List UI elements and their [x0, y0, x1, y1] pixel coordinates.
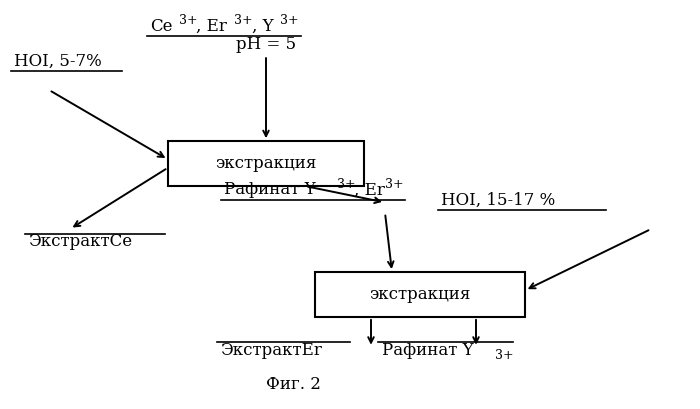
Text: pH = 5: pH = 5: [236, 36, 296, 53]
Text: 3+: 3+: [178, 14, 197, 27]
Text: экстракция: экстракция: [216, 155, 316, 172]
Text: , Y: , Y: [252, 18, 274, 35]
Text: 3+: 3+: [385, 178, 404, 191]
Text: , Er: , Er: [196, 18, 227, 35]
Text: Рафинат Y: Рафинат Y: [224, 181, 316, 198]
Text: 3+: 3+: [495, 349, 514, 362]
Text: , Er: , Er: [354, 181, 384, 198]
Text: 3+: 3+: [234, 14, 253, 27]
Text: HOI, 5-7%: HOI, 5-7%: [14, 52, 101, 70]
Bar: [315, 272, 525, 317]
Text: ЭкстрактCe: ЭкстрактCe: [28, 233, 132, 250]
Text: Ce: Ce: [150, 18, 173, 35]
Text: 3+: 3+: [280, 14, 299, 27]
Text: Фиг. 2: Фиг. 2: [266, 375, 321, 393]
Text: 3+: 3+: [337, 178, 356, 191]
Text: экстракция: экстракция: [370, 286, 470, 303]
Text: Рафинат Y: Рафинат Y: [382, 342, 473, 359]
Bar: [168, 141, 364, 186]
Text: HOI, 15-17 %: HOI, 15-17 %: [441, 191, 555, 209]
Text: ЭкстрактEr: ЭкстрактEr: [220, 342, 323, 359]
